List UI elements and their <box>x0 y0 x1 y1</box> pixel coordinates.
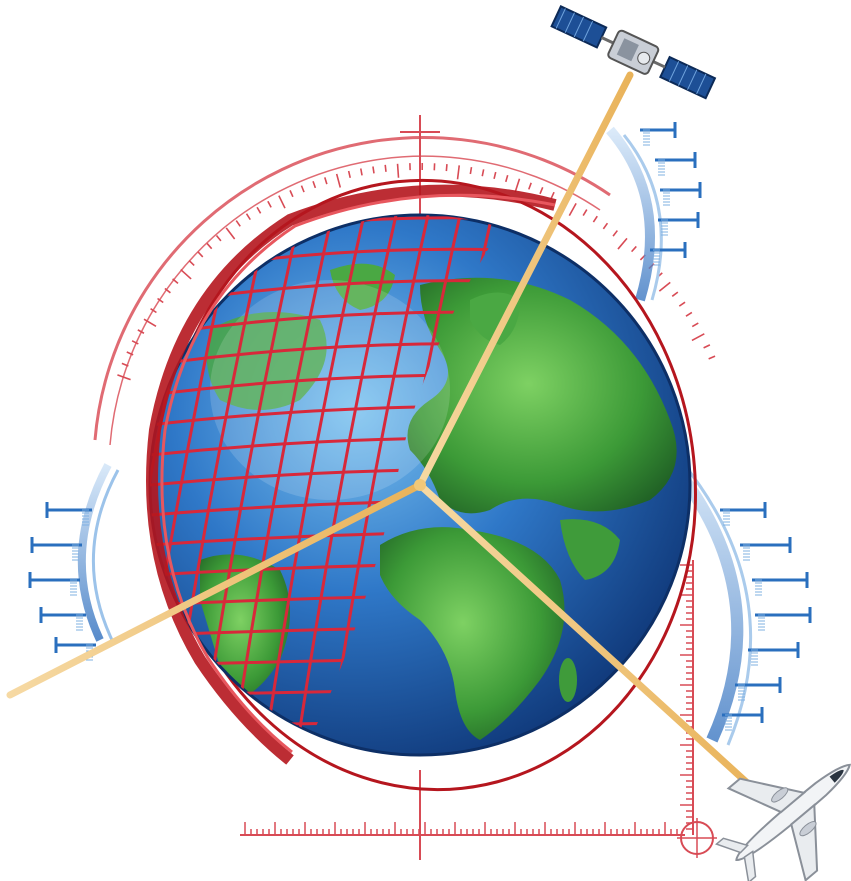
tick-mark <box>481 169 485 177</box>
tick-mark <box>206 242 213 250</box>
tick-mark <box>137 329 145 334</box>
tick-mark <box>150 308 157 314</box>
grid-latitude-line <box>150 310 555 337</box>
grid-shell-edge <box>146 184 557 765</box>
tick-mark <box>131 340 139 345</box>
satellite-icon <box>550 5 717 100</box>
tick-mark <box>267 200 272 208</box>
tick-mark <box>215 234 222 242</box>
tick-mark <box>550 191 555 199</box>
left-blue-arc-scale <box>28 463 120 661</box>
tick-mark <box>256 206 262 214</box>
tick-mark <box>445 164 448 172</box>
tick-mark <box>617 237 628 250</box>
tick-mark <box>245 213 251 221</box>
tick-mark <box>324 177 328 185</box>
tick-mark <box>197 251 204 258</box>
tick-mark <box>396 163 400 178</box>
crosshair-target-icon <box>677 818 717 858</box>
tick-mark <box>126 351 134 356</box>
tick-mark <box>504 174 509 183</box>
signal-beams <box>6 71 759 794</box>
tick-mark <box>592 215 598 223</box>
tick-mark <box>469 167 473 175</box>
tick-mark <box>708 355 716 360</box>
upper-right-blue-arc-scale <box>606 122 702 302</box>
tick-mark <box>289 190 294 198</box>
tick-mark <box>685 311 693 317</box>
tick-mark <box>121 362 129 367</box>
tick-mark <box>347 170 351 179</box>
tick-mark <box>335 173 342 188</box>
tick-mark <box>671 291 679 297</box>
tick-mark <box>372 166 375 174</box>
grid-longitude-line <box>262 215 366 755</box>
tick-mark <box>678 301 686 307</box>
tick-mark <box>602 222 609 230</box>
tick-mark <box>157 297 164 304</box>
tick-mark <box>691 333 705 342</box>
tick-mark <box>164 287 171 294</box>
tick-mark <box>612 230 618 237</box>
tick-mark <box>568 202 577 217</box>
grid-latitude-line <box>150 373 555 397</box>
tick-mark <box>312 181 317 189</box>
tick-mark <box>456 165 461 180</box>
tick-mark <box>582 209 588 216</box>
tick-mark <box>539 186 544 195</box>
tick-mark <box>143 318 157 328</box>
tick-mark <box>691 322 699 328</box>
top-protractor-scale <box>93 115 716 446</box>
grid-longitude-line <box>230 215 334 755</box>
grid-longitude-line <box>294 215 398 755</box>
tick-mark <box>172 278 179 284</box>
tick-mark <box>493 171 497 180</box>
tick-mark <box>235 220 241 227</box>
grid-latitude-line <box>150 342 555 367</box>
tick-mark <box>117 374 131 381</box>
tick-mark <box>703 344 711 349</box>
tick-mark <box>180 268 192 280</box>
tick-mark <box>300 185 305 193</box>
airplane-icon <box>714 763 851 881</box>
tick-mark <box>359 168 363 176</box>
tick-mark <box>658 281 671 292</box>
right-ruler <box>680 560 694 835</box>
tick-mark <box>225 227 236 240</box>
tick-mark <box>528 182 532 190</box>
tick-mark <box>514 178 521 193</box>
tick-mark <box>630 245 637 253</box>
tick-mark <box>188 259 195 266</box>
tick-mark <box>278 195 286 209</box>
bottom-ruler <box>240 770 685 860</box>
tick-mark <box>384 164 387 172</box>
lower-right-blue-arc-scale <box>660 451 812 746</box>
